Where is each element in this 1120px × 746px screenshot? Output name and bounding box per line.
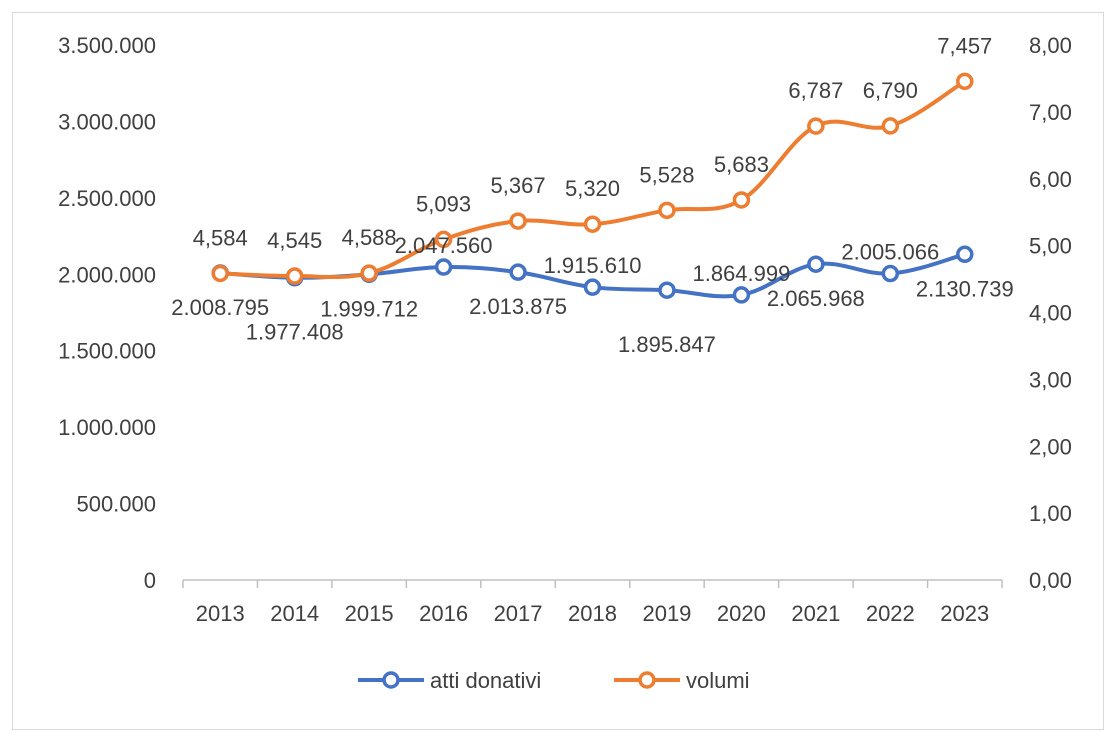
atti-donativi-point <box>658 281 676 299</box>
atti-donativi-point <box>956 245 974 264</box>
atti-donativi-point <box>881 264 900 283</box>
volumi-data-label: 6,787 <box>788 78 843 103</box>
volumi-point <box>285 267 304 285</box>
y-right-tick-label: 8,00 <box>1029 33 1072 58</box>
x-tick-label: 2017 <box>494 601 543 626</box>
legend-label-volumi: volumi <box>686 668 750 693</box>
atti-donativi-data-label: 1.864.999 <box>692 261 790 286</box>
y-left-tick-label: 1.500.000 <box>58 339 156 364</box>
volumi-point <box>583 215 602 233</box>
x-tick-label: 2014 <box>270 601 319 626</box>
y-left-tick-label: 2.500.000 <box>58 186 156 211</box>
y-right-tick-label: 1,00 <box>1029 501 1072 526</box>
volumi-data-label: 5,320 <box>565 176 620 201</box>
y-right-tick-label: 6,00 <box>1029 167 1072 192</box>
atti-donativi-data-label: 1.977.408 <box>246 320 344 345</box>
x-tick-label: 2013 <box>196 601 245 626</box>
x-tick-label: 2018 <box>568 601 617 626</box>
atti-donativi-data-label: 2.005.066 <box>841 240 939 265</box>
atti-donativi-point <box>509 263 527 281</box>
atti-donativi-data-label: 2.008.795 <box>171 295 269 320</box>
atti-donativi-data-label: 1.915.610 <box>544 253 642 278</box>
volumi-point <box>509 212 527 230</box>
volumi-data-label: 5,367 <box>491 173 546 198</box>
volumi-point <box>881 117 900 135</box>
volumi-data-label: 4,588 <box>342 225 397 250</box>
y-left-tick-label: 0 <box>144 568 156 593</box>
volumi-data-label: 4,584 <box>193 225 248 250</box>
y-right-tick-label: 4,00 <box>1029 301 1072 326</box>
y-left-tick-label: 3.500.000 <box>58 33 156 58</box>
x-tick-label: 2019 <box>642 601 691 626</box>
volumi-data-label: 5,683 <box>714 152 769 177</box>
y-left-tick-label: 1.000.000 <box>58 415 156 440</box>
legend-marker-volumi <box>638 671 656 689</box>
y-left-tick-label: 500.000 <box>76 492 156 517</box>
atti-donativi-point <box>583 278 602 296</box>
x-tick-label: 2021 <box>791 601 840 626</box>
atti-donativi-data-label: 2.047.560 <box>395 233 493 258</box>
atti-donativi-data-label: 1.999.712 <box>320 296 418 321</box>
legend-marker-atti-donativi <box>382 671 400 689</box>
atti-donativi-point <box>732 286 751 304</box>
x-tick-label: 2023 <box>940 601 989 626</box>
volumi-data-label: 5,528 <box>639 162 694 187</box>
x-tick-label: 2022 <box>866 601 915 626</box>
volumi-data-label: 7,457 <box>937 33 992 58</box>
volumi-point <box>360 264 378 282</box>
atti-donativi-data-label: 2.013.875 <box>469 294 567 319</box>
volumi-point <box>956 72 974 91</box>
y-right-tick-label: 5,00 <box>1029 234 1072 259</box>
volumi-point <box>658 201 676 220</box>
volumi-point <box>807 117 825 135</box>
y-left-tick-label: 3.000.000 <box>58 109 156 134</box>
y-right-tick-label: 7,00 <box>1029 100 1072 125</box>
volumi-point <box>434 230 453 249</box>
x-tick-label: 2015 <box>345 601 394 626</box>
volumi-point <box>732 191 751 209</box>
y-right-tick-label: 0,00 <box>1029 568 1072 593</box>
y-right-tick-label: 2,00 <box>1029 434 1072 459</box>
legend-label-atti-donativi: atti donativi <box>430 668 541 693</box>
volumi-point <box>211 264 229 283</box>
y-right-tick-label: 3,00 <box>1029 367 1072 392</box>
x-tick-label: 2020 <box>717 601 766 626</box>
y-left-tick-label: 2.000.000 <box>58 262 156 287</box>
volumi-data-label: 6,790 <box>863 78 918 103</box>
atti-donativi-data-label: 1.895.847 <box>618 332 716 357</box>
atti-donativi-point <box>434 258 453 276</box>
atti-donativi-data-label: 2.130.739 <box>916 276 1014 301</box>
chart-area <box>12 12 1104 730</box>
volumi-data-label: 4,545 <box>267 228 322 253</box>
atti-donativi-point <box>807 255 825 273</box>
atti-donativi-data-label: 2.065.968 <box>767 286 865 311</box>
x-tick-label: 2016 <box>419 601 468 626</box>
volumi-data-label: 5,093 <box>416 191 471 216</box>
